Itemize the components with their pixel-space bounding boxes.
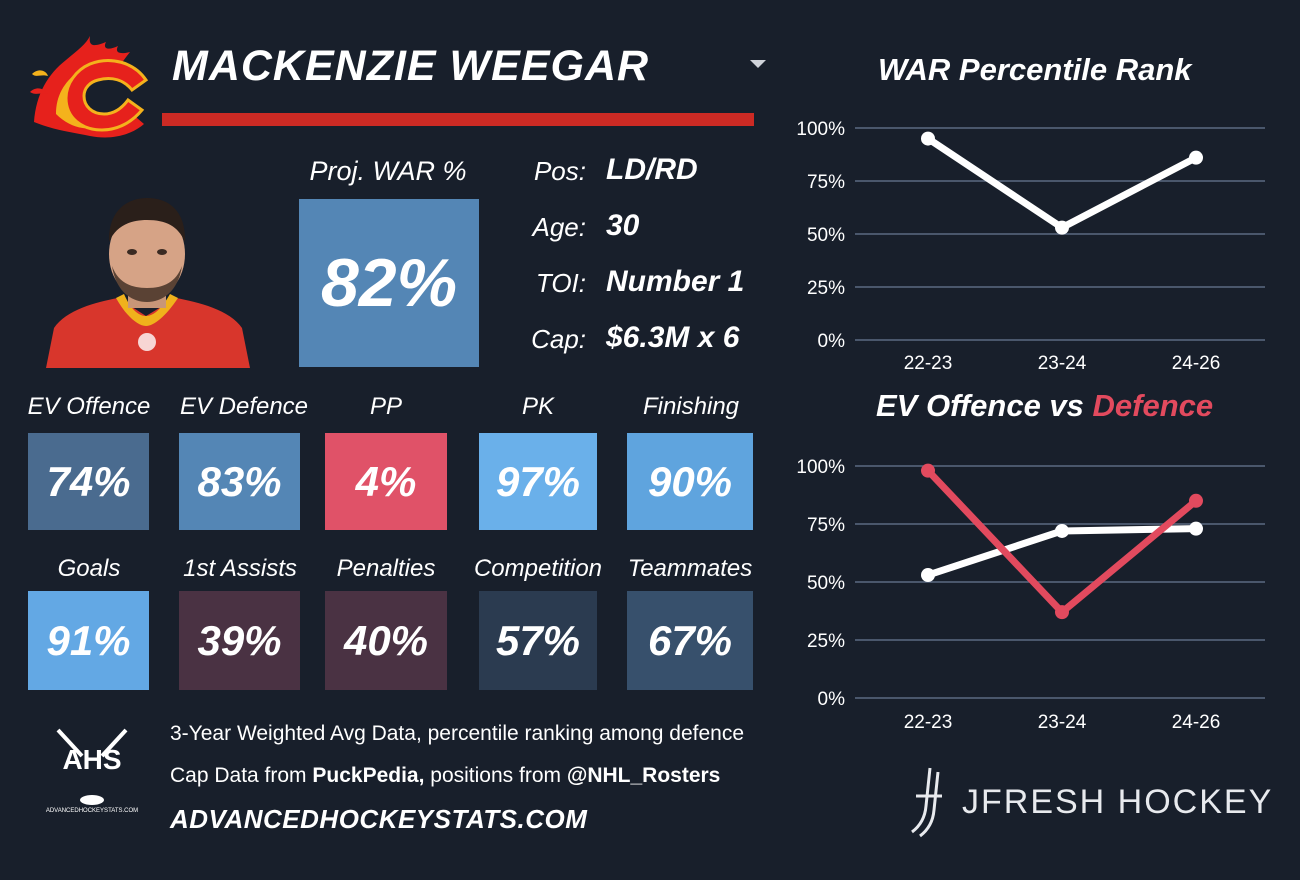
teammates-tile: 67% [627, 591, 753, 690]
chart2-y-tick-label: 75% [807, 515, 845, 536]
chart1-x-tick-label: 24-26 [1172, 353, 1221, 374]
chart2-x-tick-label: 24-26 [1172, 712, 1221, 733]
ev-defence-label: EV Defence [179, 393, 309, 420]
chart1-x-tick-label: 23-24 [1038, 353, 1087, 374]
ahs-logo-sub: ADVANCEDHOCKEYSTATS.COM [45, 808, 139, 814]
chart1-y-tick-label: 100% [796, 119, 845, 140]
footer-note-1: 3-Year Weighted Avg Data, percentile ran… [170, 722, 744, 745]
chart2-title-part1: EV Offence vs [876, 388, 1093, 423]
finishing-label: Finishing [642, 393, 740, 420]
site-link[interactable]: ADVANCEDHOCKEYSTATS.COM [170, 804, 588, 834]
chart2-title: EV Offence vs Defence [876, 388, 1213, 424]
chart2-series-1-point [1189, 493, 1203, 508]
toi-value: Number 1 [606, 265, 745, 298]
ahs-logo-text: AHS [62, 744, 122, 775]
proj-war-label: Proj. WAR % [309, 156, 467, 186]
finishing-value: 90% [647, 457, 733, 505]
chart2-series-1-point [921, 463, 935, 478]
ev-offence-tile: 74% [28, 433, 149, 530]
proj-war-box: 82% [299, 199, 479, 367]
chart2-y-tick-label: 50% [807, 573, 845, 594]
first-assists-value: 39% [197, 616, 282, 664]
penalties-value: 40% [343, 616, 429, 664]
pp-tile: 4% [325, 433, 447, 530]
name-underline-bar [162, 113, 754, 126]
nhl-rosters-link[interactable]: @NHL_Rosters [566, 764, 721, 787]
ev-offence-value: 74% [46, 457, 131, 505]
teammates-value: 67% [647, 616, 733, 664]
competition-label: Competition [473, 555, 603, 582]
chart2-x-tick-label: 23-24 [1038, 712, 1087, 733]
ahs-logo: AHS ADVANCEDHOCKEYSTATS.COM [40, 726, 144, 818]
cap-label: Cap: [531, 324, 586, 354]
chart1-y-tick-label: 25% [807, 278, 845, 299]
chart1-x-tick-label: 22-23 [904, 353, 953, 374]
goals-label: Goals [57, 555, 121, 582]
pk-tile: 97% [479, 433, 597, 530]
chart2-y-tick-label: 25% [807, 631, 845, 652]
pos-value: LD/RD [606, 153, 698, 186]
chart2-series-0-point [921, 568, 935, 583]
goals-tile: 91% [28, 591, 149, 690]
competition-value: 57% [495, 616, 581, 664]
goals-value: 91% [46, 616, 131, 664]
age-value: 30 [606, 209, 640, 242]
footer-note-2: Cap Data from PuckPedia, positions from … [170, 764, 721, 787]
chart1-title: WAR Percentile Rank [878, 52, 1192, 87]
competition-tile: 57% [479, 591, 597, 690]
player-photo [46, 192, 250, 368]
war-percentile-chart: 100% 75% 50% 25% 0% 22-23 23-24 24-26 [796, 119, 1265, 374]
chart2-x-tick-label: 22-23 [904, 712, 953, 733]
chart2-series-0-point [1055, 523, 1069, 538]
toi-label: TOI: [535, 268, 586, 298]
chart1-series-0-point [1189, 150, 1203, 165]
chart2-title-part2: Defence [1092, 388, 1214, 423]
chart1-y-tick-label: 75% [807, 172, 845, 193]
team-logo [30, 36, 149, 138]
finishing-tile: 90% [627, 433, 753, 530]
ev-defence-value: 83% [197, 457, 282, 505]
penalties-label: Penalties [336, 555, 436, 582]
chart2-series-1-line [924, 467, 1200, 616]
chart1-series-0-point [921, 131, 935, 146]
teammates-label: Teammates [627, 555, 753, 582]
chevron-down-icon[interactable] [750, 60, 766, 68]
pk-label: PK [521, 393, 554, 420]
first-assists-label: 1st Assists [183, 555, 297, 582]
ev-defence-tile: 83% [179, 433, 300, 530]
chart2-series-0-point [1189, 521, 1203, 536]
ev-offence-defence-chart: 100% 75% 50% 25% 0% 22-23 23-24 24-26 [796, 457, 1265, 733]
pp-label: PP [369, 393, 402, 420]
chart1-y-tick-label: 0% [818, 331, 846, 352]
jfresh-logo-icon [911, 767, 942, 838]
puckpedia-link[interactable]: PuckPedia, [312, 764, 425, 787]
pos-label: Pos: [533, 156, 586, 186]
chart2-y-tick-label: 0% [818, 689, 846, 710]
penalties-tile: 40% [325, 591, 447, 690]
proj-war-value: 82% [320, 245, 458, 321]
chart2-y-tick-label: 100% [796, 457, 845, 478]
brand-name: JFRESH HOCKEY [962, 783, 1274, 821]
chart2-series-1-point [1055, 605, 1069, 620]
pk-value: 97% [495, 457, 581, 505]
first-assists-tile: 39% [179, 591, 300, 690]
chart1-y-tick-label: 50% [807, 225, 845, 246]
age-label: Age: [532, 212, 587, 242]
ev-offence-label: EV Offence [27, 393, 151, 420]
chart1-series-0-point [1055, 220, 1069, 235]
player-name: MACKENZIE WEEGAR [172, 42, 650, 90]
cap-value: $6.3M x 6 [606, 321, 740, 354]
pp-value: 4% [355, 457, 417, 505]
chart1-series-0-line [924, 135, 1200, 232]
